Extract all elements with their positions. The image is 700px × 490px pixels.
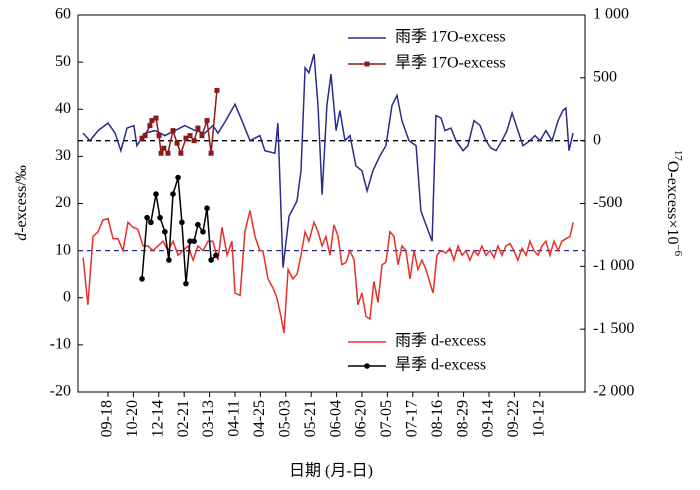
x-tick-label: 04-11 (226, 400, 243, 437)
point-marker (199, 133, 205, 139)
point-marker (195, 221, 201, 228)
point-marker (162, 228, 168, 235)
y2-tick-label: 0 (593, 131, 601, 148)
x-tick-label: 03-13 (200, 400, 217, 437)
y2-tick-label: 500 (593, 69, 617, 86)
point-marker (200, 228, 206, 235)
x-tick-label: 05-03 (276, 400, 293, 437)
y-axis-label: d-excess/‰ (13, 165, 30, 241)
legend-label: 雨季 d-excess (395, 332, 486, 350)
legend-marker (364, 61, 370, 67)
x-tick-label: 02-21 (175, 400, 192, 437)
point-marker (208, 150, 214, 156)
y-tick-label: -20 (50, 383, 71, 400)
series-line (141, 177, 217, 284)
y2-tick-label: -2 000 (593, 383, 634, 400)
series-line (82, 53, 574, 268)
point-marker (214, 87, 220, 93)
point-marker (187, 238, 193, 244)
point-marker (139, 276, 145, 282)
y2-label-part: 17 (672, 150, 684, 162)
point-marker (187, 133, 193, 139)
y-tick-label: 0 (63, 288, 71, 305)
y-tick-label: -10 (50, 336, 71, 353)
y-tick-label: 20 (55, 194, 71, 211)
x-axis-label: 日期 (月-日) (289, 462, 373, 480)
x-tick-label: 10-20 (124, 400, 141, 437)
point-marker (148, 219, 154, 226)
y2-label-part: −6 (672, 244, 684, 256)
point-marker (142, 133, 148, 139)
x-tick-label: 07-05 (378, 400, 395, 437)
x-tick-label: 04-25 (251, 400, 268, 437)
x-tick-label: 09-18 (99, 400, 116, 437)
legend-label: 旱季 d-excess (395, 356, 486, 374)
x-tick-label: 05-21 (302, 400, 319, 437)
y2-axis-label: 17O-excess×10−6 (664, 150, 684, 257)
x-tick-label: 12-14 (149, 400, 166, 437)
y-tick-label: 30 (55, 147, 71, 164)
y2-tick-label: -500 (593, 194, 622, 211)
x-tick-label: 09-22 (505, 400, 522, 437)
point-marker (147, 123, 153, 129)
y-tick-label: 40 (55, 100, 71, 117)
y2-tick-label: -1 500 (593, 320, 634, 337)
legend-marker (364, 363, 370, 369)
point-marker (204, 205, 210, 212)
y2-tick-label: -1 000 (593, 257, 634, 274)
y2-tick-label: 1 000 (593, 6, 629, 23)
y2-label-part: O-excess×10 (664, 161, 681, 245)
point-marker (166, 257, 172, 263)
series-line (82, 210, 574, 334)
point-marker (213, 252, 219, 259)
point-marker (149, 118, 155, 124)
y-tick-label: 50 (55, 53, 71, 70)
point-marker (158, 150, 164, 156)
point-marker (208, 257, 214, 263)
point-marker (179, 219, 185, 226)
point-marker (153, 115, 159, 121)
x-tick-label: 08-16 (429, 400, 446, 437)
point-marker (161, 145, 167, 151)
point-marker (195, 125, 201, 131)
legend-label: 雨季 17O-excess (395, 28, 506, 46)
point-marker (174, 140, 180, 146)
point-marker (165, 150, 171, 156)
point-marker (157, 214, 163, 221)
x-tick-label: 06-20 (353, 400, 370, 437)
point-marker (204, 118, 210, 124)
legend-label: 旱季 17O-excess (395, 54, 506, 72)
point-marker (170, 128, 176, 134)
point-marker (156, 133, 162, 139)
point-marker (191, 238, 197, 244)
point-marker (170, 191, 176, 197)
point-marker (139, 135, 145, 141)
point-marker (144, 214, 150, 221)
x-tick-label: 07-17 (403, 400, 420, 437)
y-tick-label: 60 (55, 6, 71, 23)
point-marker (183, 135, 189, 141)
point-marker (175, 174, 181, 181)
x-tick-label: 08-29 (454, 400, 471, 437)
y-label-part: -excess/‰ (13, 165, 30, 233)
y-tick-label: 10 (55, 241, 71, 258)
point-marker (178, 150, 184, 156)
y-label-part: d (13, 232, 30, 241)
x-tick-label: 10-12 (530, 400, 547, 437)
point-marker (191, 138, 197, 144)
x-tick-label: 06-04 (327, 400, 344, 437)
x-tick-label: 09-14 (480, 400, 497, 437)
point-marker (183, 280, 189, 287)
point-marker (153, 191, 159, 197)
